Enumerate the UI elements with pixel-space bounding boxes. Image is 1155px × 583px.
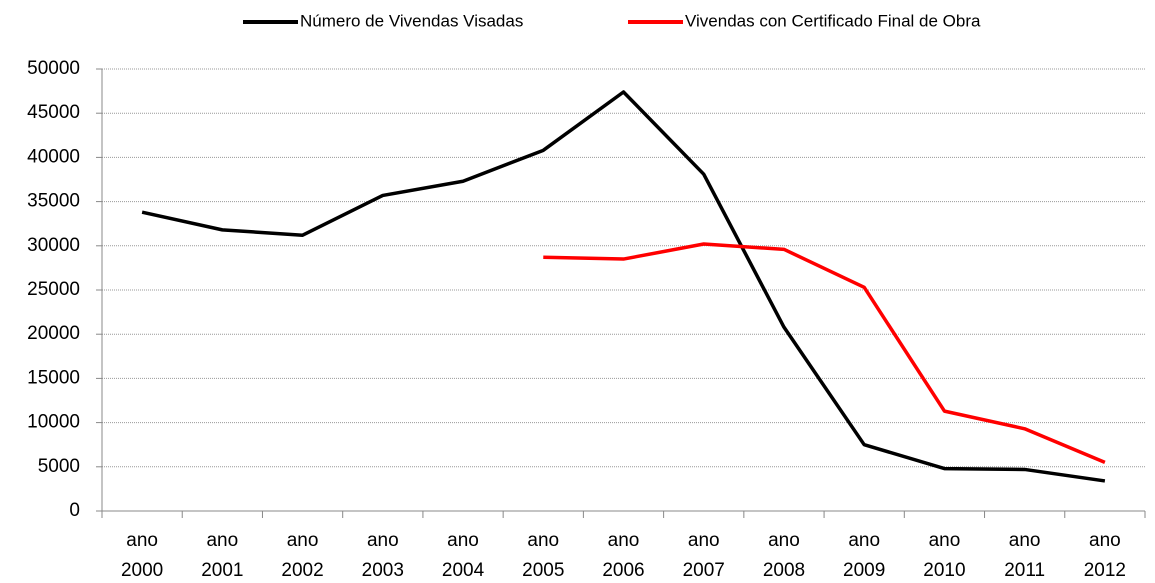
x-tick-label: ano 2009 bbox=[843, 530, 885, 581]
x-tick-label: ano 2006 bbox=[602, 530, 644, 581]
line-series bbox=[543, 242, 1106, 464]
y-tick-label: 30000 bbox=[27, 235, 80, 256]
y-tick-label: 45000 bbox=[27, 102, 80, 123]
x-tick-label: ano 2001 bbox=[201, 530, 243, 581]
y-tick-label: 35000 bbox=[27, 191, 80, 212]
x-tick-label: ano 2011 bbox=[1004, 530, 1045, 581]
y-tick-label: 20000 bbox=[27, 323, 80, 344]
x-tick-label: ano 2008 bbox=[763, 530, 805, 581]
y-tick-label: 50000 bbox=[27, 58, 80, 79]
legend-label: Número de Vivendas Visadas bbox=[300, 11, 523, 30]
x-tick-label: ano 2004 bbox=[442, 530, 485, 581]
legend-label: Vivendas con Certificado Final de Obra bbox=[685, 11, 981, 30]
y-tick-label: 10000 bbox=[27, 412, 80, 433]
x-tick-label: ano 2005 bbox=[522, 530, 564, 581]
line-series bbox=[141, 90, 1106, 483]
x-tick-label: ano 2010 bbox=[923, 530, 965, 581]
x-tick-label: ano 2012 bbox=[1084, 530, 1126, 581]
y-tick-label: 25000 bbox=[27, 279, 80, 300]
x-tick-label: ano 2003 bbox=[362, 530, 404, 581]
x-tick-label: ano 2007 bbox=[683, 530, 725, 581]
y-tick-label: 5000 bbox=[38, 456, 80, 477]
y-tick-label: 40000 bbox=[27, 146, 80, 167]
x-tick-label: ano 2000 bbox=[121, 530, 163, 581]
x-tick-label: ano 2002 bbox=[281, 530, 323, 581]
y-tick-label: 15000 bbox=[27, 367, 80, 388]
y-tick-label: 0 bbox=[69, 500, 80, 521]
